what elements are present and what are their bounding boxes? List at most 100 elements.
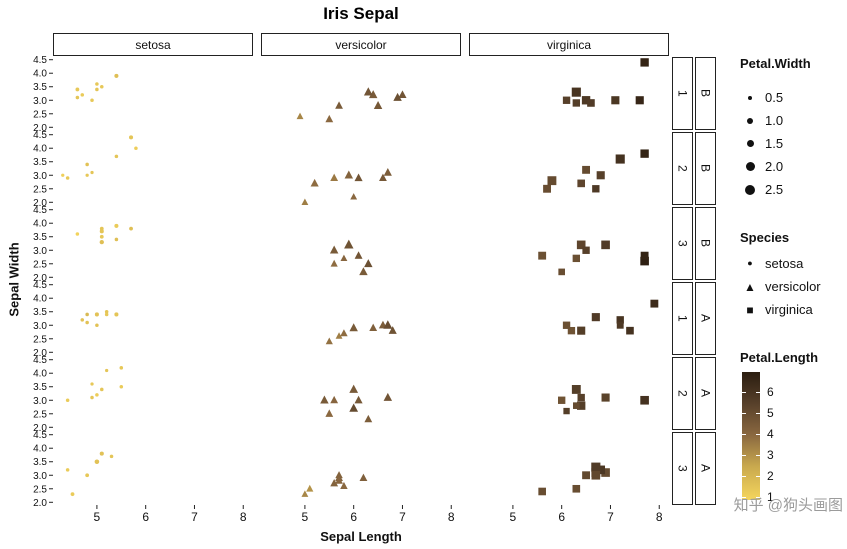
size-dot-icon [742, 95, 758, 100]
y-tick-label: 2.0 [33, 123, 47, 134]
colorbar-tick [756, 497, 760, 499]
data-point [567, 326, 576, 335]
y-tick-label: 4.5 [33, 430, 47, 441]
data-point [85, 473, 90, 478]
color-legend-tick-label: 5 [767, 405, 774, 420]
size-legend-title: Petal.Width [740, 56, 811, 71]
y-tick-label: 4.0 [33, 294, 47, 305]
y-tick-label: 2.5 [33, 484, 47, 495]
data-point [325, 409, 334, 417]
size-legend-item: 2.5 [742, 178, 783, 201]
shape-legend-item: ■ virginica [742, 298, 813, 321]
data-point [601, 393, 610, 402]
colorbar-tick [756, 455, 760, 457]
x-axis-title: Sepal Length [320, 529, 402, 544]
data-point [330, 173, 339, 182]
data-point [75, 95, 80, 100]
y-tick-label: 3.0 [33, 471, 47, 482]
data-point [335, 476, 343, 484]
data-point [592, 185, 600, 193]
data-point [75, 87, 80, 92]
size-dot-icon [742, 184, 758, 195]
data-point [80, 93, 85, 97]
shape-legend-label: setosa [765, 256, 804, 271]
data-point [571, 385, 581, 394]
data-point [640, 395, 649, 405]
data-point [119, 366, 124, 370]
data-point [310, 178, 319, 187]
data-point [105, 368, 109, 373]
y-tick-label: 2.0 [33, 498, 47, 509]
data-point [94, 459, 100, 465]
data-point [591, 313, 600, 322]
data-point [640, 58, 649, 67]
data-point [596, 171, 605, 180]
data-point [114, 154, 119, 159]
size-legend-label: 1.5 [765, 136, 784, 151]
y-tick-label: 3.5 [33, 382, 47, 393]
facet-row-strip-grp-5: A [695, 357, 716, 430]
facet-row-strip-grp-4: A [695, 282, 716, 355]
color-legend-tick-label: 4 [767, 426, 774, 441]
data-point [635, 96, 644, 105]
colorbar-tick [742, 455, 746, 457]
data-point [99, 239, 104, 245]
data-point [388, 326, 397, 334]
data-point [582, 165, 591, 174]
data-point [349, 323, 358, 332]
shape-legend-label: virginica [765, 302, 813, 317]
x-tick-label: 7 [399, 510, 406, 524]
x-tick-label: 6 [558, 510, 565, 524]
data-point [383, 320, 393, 329]
data-point [369, 323, 378, 332]
data-point [383, 392, 393, 401]
y-tick-label: 2.0 [33, 273, 47, 284]
data-point [340, 481, 348, 489]
x-tick-label: 7 [191, 510, 198, 524]
data-point [109, 454, 114, 459]
data-point [104, 309, 109, 314]
data-point [129, 226, 133, 231]
data-point [325, 114, 334, 123]
data-point [85, 312, 89, 317]
data-point [359, 267, 368, 276]
y-tick-label: 3.5 [33, 232, 47, 243]
y-tick-label: 3.5 [33, 157, 47, 168]
y-tick-label: 4.5 [33, 280, 47, 291]
data-point [350, 193, 358, 200]
data-point [650, 299, 659, 308]
data-point [640, 256, 649, 266]
facet-row-strip-num-1: 1 [672, 57, 693, 130]
data-point [383, 168, 392, 176]
color-legend-tick-label: 6 [767, 384, 774, 399]
data-point [335, 332, 343, 339]
x-tick-label: 8 [240, 510, 247, 524]
color-legend-title: Petal.Length [740, 350, 819, 365]
facet-row-strip-grp-1: B [695, 57, 716, 130]
data-point [99, 234, 104, 239]
colorbar-tick [756, 413, 760, 415]
y-tick-label: 3.0 [33, 171, 47, 182]
data-point [320, 395, 329, 404]
x-tick-label: 5 [510, 510, 517, 524]
y-tick-label: 4.5 [33, 130, 47, 141]
facet-row-strip-num-4: 1 [672, 282, 693, 355]
data-point [368, 90, 378, 99]
data-point [543, 184, 551, 193]
data-point [344, 239, 354, 249]
x-tick-label: 5 [94, 510, 101, 524]
data-point [85, 162, 89, 167]
data-point [576, 240, 586, 250]
facet-row-strip-grp-6: A [695, 432, 716, 505]
data-point [329, 245, 339, 254]
data-point [359, 473, 368, 482]
x-tick-label: 8 [448, 510, 455, 524]
data-point [640, 149, 649, 158]
y-tick-label: 2.5 [33, 409, 47, 420]
data-point [582, 246, 590, 254]
data-point [100, 451, 104, 456]
data-point [100, 84, 104, 89]
data-point [306, 484, 314, 492]
data-point [95, 323, 99, 328]
